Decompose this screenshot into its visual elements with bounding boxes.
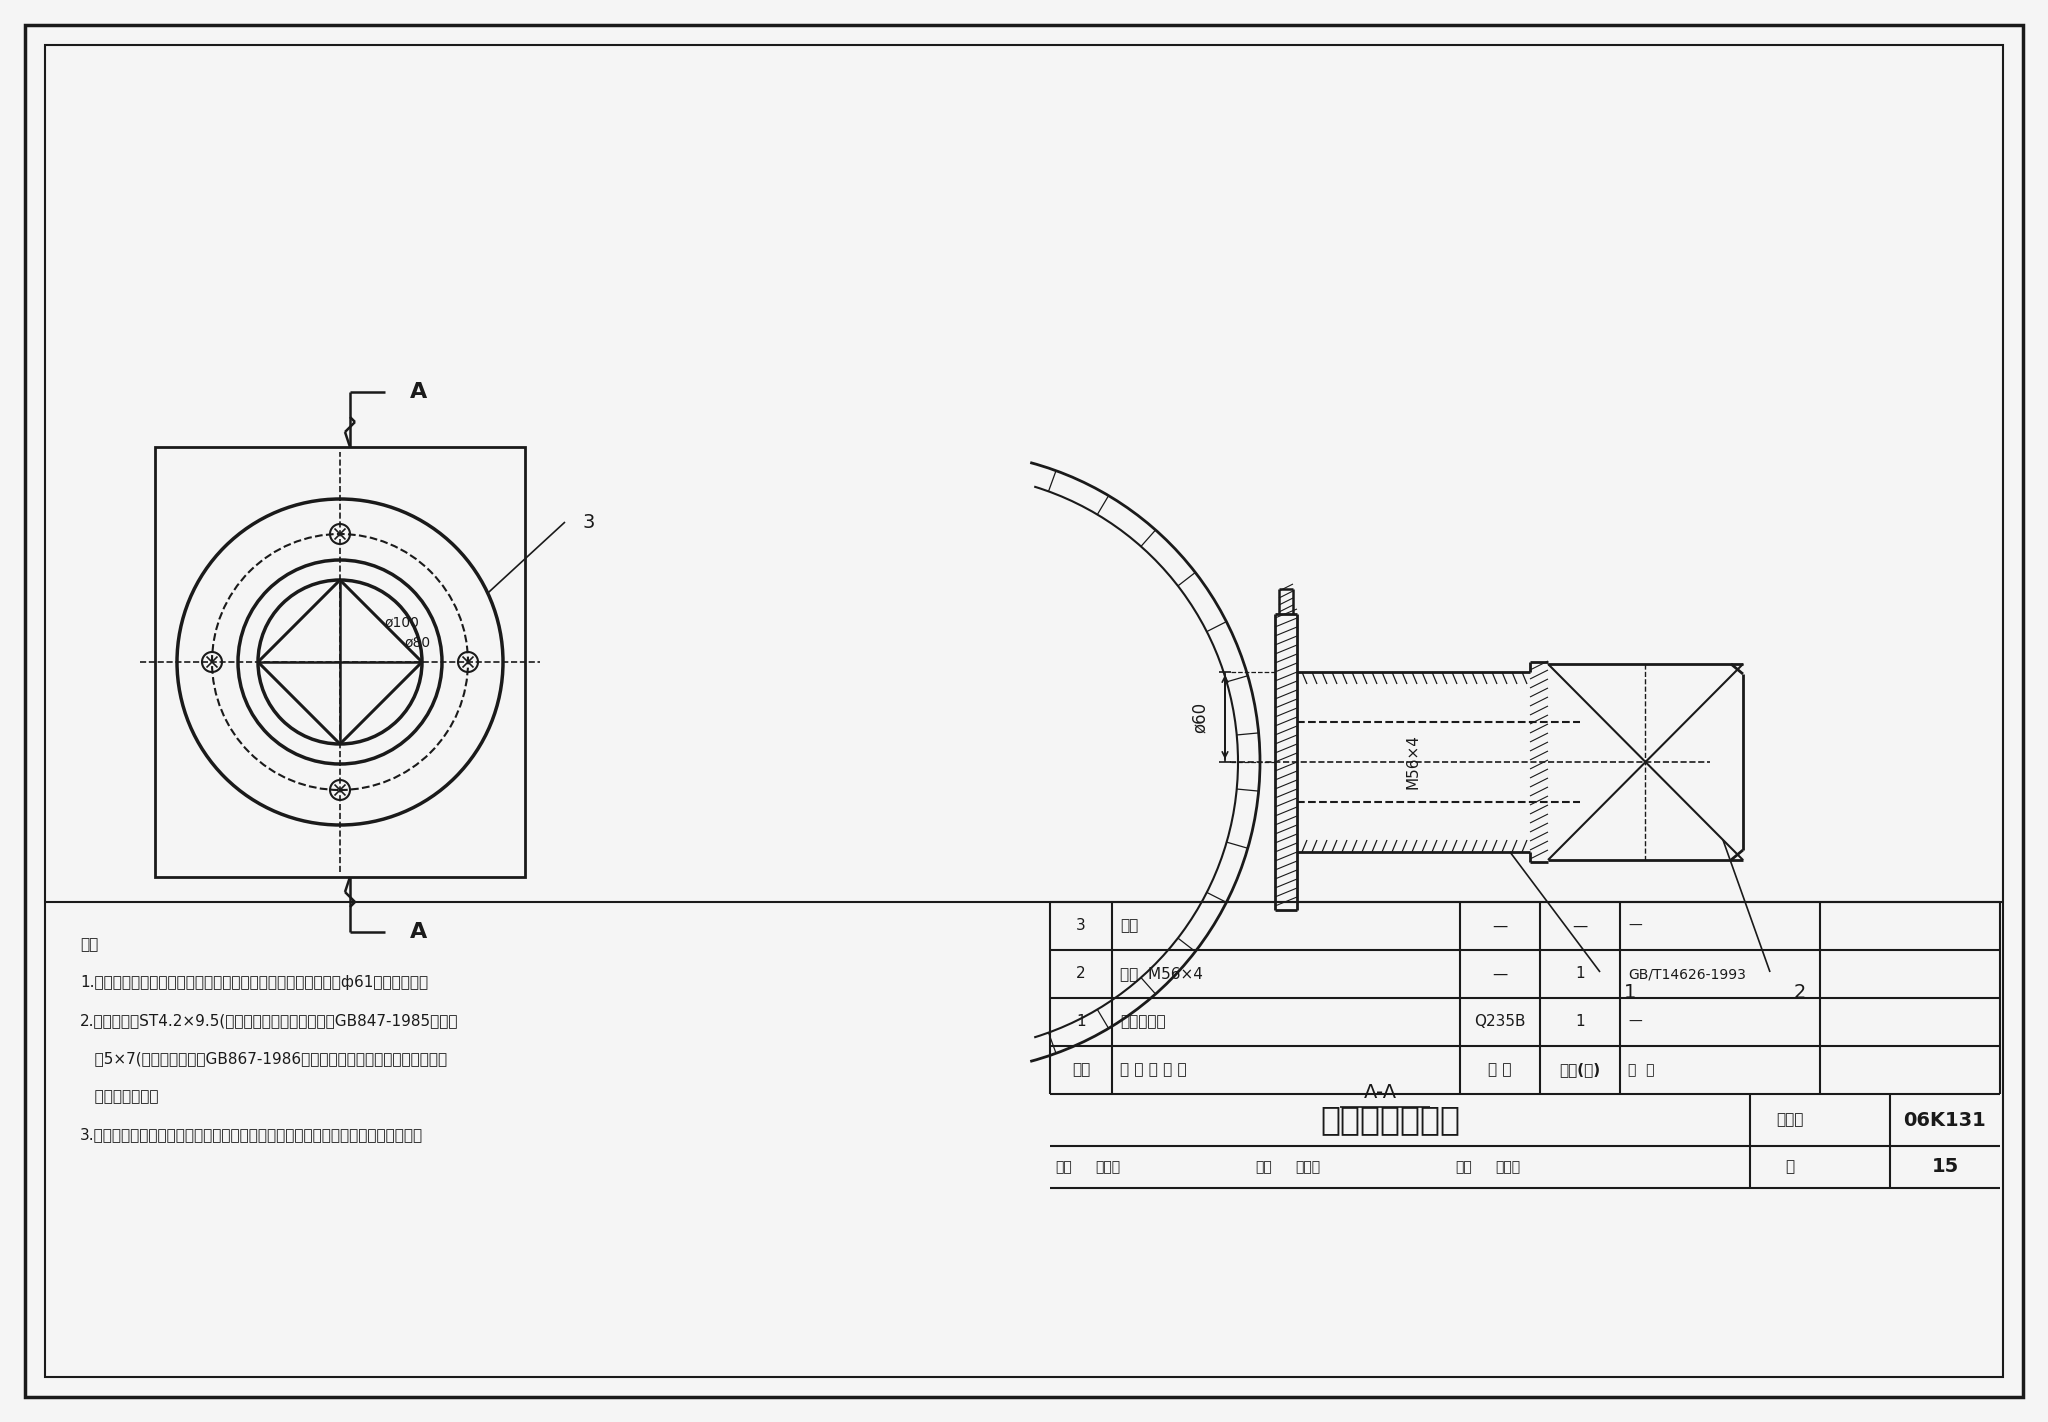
Text: 3: 3 xyxy=(584,512,596,532)
Text: 数量(个): 数量(个) xyxy=(1559,1062,1602,1078)
Text: M56×4: M56×4 xyxy=(1405,735,1421,789)
Text: 设计: 设计 xyxy=(1454,1160,1473,1175)
Text: —: — xyxy=(1573,919,1587,933)
Text: 2: 2 xyxy=(1075,967,1085,981)
Text: Q235B: Q235B xyxy=(1475,1014,1526,1030)
Text: 注：: 注： xyxy=(80,937,98,951)
Text: 名 称 及 规 格: 名 称 及 规 格 xyxy=(1120,1062,1186,1078)
Text: 件号: 件号 xyxy=(1071,1062,1090,1078)
Text: 贺继行: 贺继行 xyxy=(1495,1160,1520,1175)
Text: 页: 页 xyxy=(1786,1159,1794,1175)
Text: ø100: ø100 xyxy=(385,616,420,630)
Text: —: — xyxy=(1493,967,1507,981)
Text: —: — xyxy=(1493,919,1507,933)
Text: ø60: ø60 xyxy=(1192,701,1208,732)
Text: —: — xyxy=(1628,1015,1642,1030)
Text: 1: 1 xyxy=(1575,1014,1585,1030)
Text: 采取密封措施。: 采取密封措施。 xyxy=(80,1089,158,1103)
Text: 备  注: 备 注 xyxy=(1628,1064,1655,1076)
Text: 堵头  M56×4: 堵头 M56×4 xyxy=(1120,967,1202,981)
Text: 材 料: 材 料 xyxy=(1489,1062,1511,1078)
Text: 1: 1 xyxy=(1075,1014,1085,1030)
Text: 图集号: 图集号 xyxy=(1776,1112,1804,1128)
Text: 风量测量孔: 风量测量孔 xyxy=(1120,1014,1165,1030)
Text: 3: 3 xyxy=(1075,919,1085,933)
Text: 白桂华: 白桂华 xyxy=(1096,1160,1120,1175)
Text: 1: 1 xyxy=(1575,967,1585,981)
Text: 1.安装风量测量孔前，在风管壁上做与测量孔短管外径相匹配的ф61圆形安装孔。: 1.安装风量测量孔前，在风管壁上做与测量孔短管外径相匹配的ф61圆形安装孔。 xyxy=(80,975,428,990)
Text: 1: 1 xyxy=(1624,983,1636,1001)
Text: 审核: 审核 xyxy=(1055,1160,1071,1175)
Text: 肖红梅: 肖红梅 xyxy=(1294,1160,1321,1175)
Text: A-A: A-A xyxy=(1364,1082,1397,1102)
Text: 风量测量孔安装: 风量测量孔安装 xyxy=(1321,1103,1460,1136)
Text: A: A xyxy=(410,921,428,941)
Text: 校对: 校对 xyxy=(1255,1160,1272,1175)
Text: 钉5×7(《半圆头铆钉》GB867-1986）将风量测量孔固定在风管壁上，并: 钉5×7(《半圆头铆钉》GB867-1986）将风量测量孔固定在风管壁上，并 xyxy=(80,1051,446,1066)
Text: ø80: ø80 xyxy=(406,636,432,650)
Text: —: — xyxy=(1628,919,1642,933)
Text: A: A xyxy=(410,383,428,402)
Text: 15: 15 xyxy=(1931,1158,1958,1176)
Text: 2.用自攻螺钉ST4.2×9.5(《十字槽半沉头自攻螺钉》GB847-1985）或铆: 2.用自攻螺钉ST4.2×9.5(《十字槽半沉头自攻螺钉》GB847-1985）… xyxy=(80,1012,459,1028)
Text: 2: 2 xyxy=(1794,983,1806,1001)
Text: 风管: 风管 xyxy=(1120,919,1139,933)
Text: GB/T14626-1993: GB/T14626-1993 xyxy=(1628,967,1745,981)
Text: 3.仅用半托管测风管内的全压、静压、动压时，测完后测量孔短管口用丝堵头封堵。: 3.仅用半托管测风管内的全压、静压、动压时，测完后测量孔短管口用丝堵头封堵。 xyxy=(80,1128,424,1142)
Bar xyxy=(156,447,524,877)
Text: 06K131: 06K131 xyxy=(1905,1111,1987,1129)
